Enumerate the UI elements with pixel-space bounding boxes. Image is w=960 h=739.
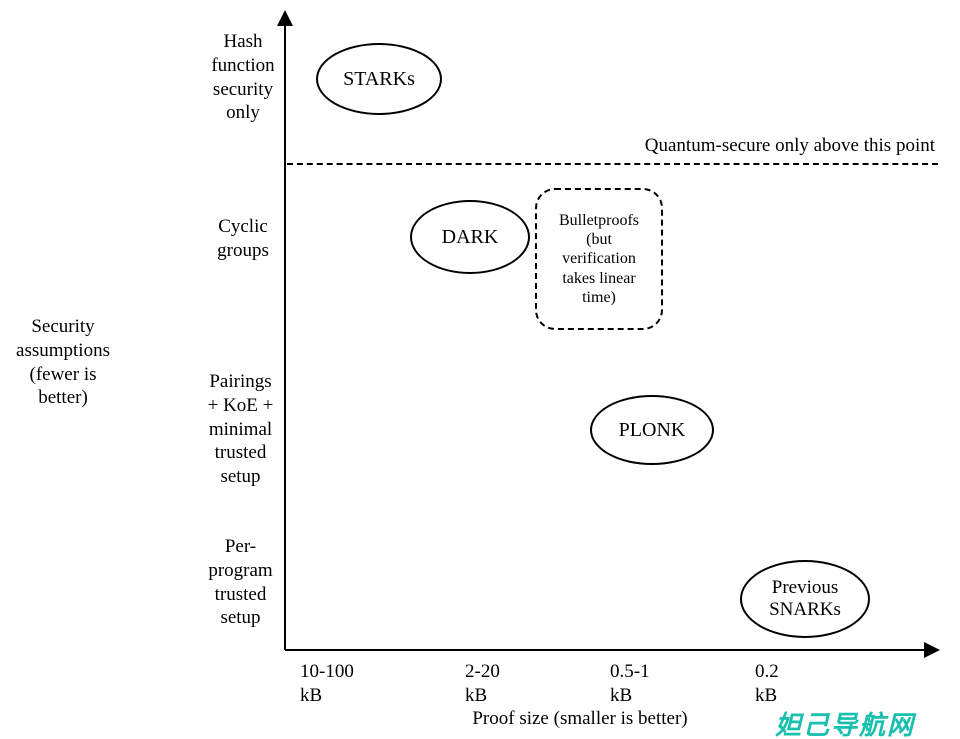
x-tick-line: 10-100 bbox=[300, 661, 354, 682]
x-tick-line: kB bbox=[300, 685, 322, 706]
y-category-line: + KoE + bbox=[208, 395, 274, 416]
node-label: STARKs bbox=[343, 68, 415, 91]
x-axis-title: Proof size (smaller is better) bbox=[420, 708, 740, 730]
x-tick-2: 0.5-1 kB bbox=[610, 660, 690, 708]
y-axis-title-line: assumptions bbox=[16, 340, 110, 361]
node-label: Bulletproofs(butverificationtakes linear… bbox=[559, 211, 639, 307]
chart-container: Security assumptions (fewer isbetter) Hash… bbox=[0, 0, 960, 739]
x-tick-line: 0.2 bbox=[755, 661, 779, 682]
node-starks: STARKs bbox=[316, 43, 442, 115]
quantum-divider-line bbox=[287, 163, 938, 165]
x-tick-line: kB bbox=[465, 685, 487, 706]
y-category-line: trusted bbox=[215, 584, 267, 605]
y-category-1: Cyclic groups bbox=[188, 215, 298, 263]
y-axis-title-line: better) bbox=[38, 387, 88, 408]
node-label: PreviousSNARKs bbox=[769, 577, 841, 621]
y-category-2: Pairings + KoE + minimaltrusted setup bbox=[178, 370, 303, 489]
x-tick-line: kB bbox=[755, 685, 777, 706]
x-tick-line: 2-20 bbox=[465, 661, 500, 682]
node-label: PLONK bbox=[619, 419, 686, 442]
x-tick-line: kB bbox=[610, 685, 632, 706]
y-category-line: program bbox=[208, 560, 272, 581]
y-category-0: Hash function securityonly bbox=[188, 30, 298, 125]
y-category-line: trusted bbox=[215, 442, 267, 463]
node-label: DARK bbox=[442, 226, 499, 249]
node-prev-snarks: PreviousSNARKs bbox=[740, 560, 870, 638]
y-category-line: function bbox=[211, 55, 274, 76]
y-axis-title-line: Security bbox=[31, 316, 94, 337]
x-tick-1: 2-20 kB bbox=[465, 660, 545, 708]
y-category-line: Pairings bbox=[209, 371, 271, 392]
y-category-3: Per-program trustedsetup bbox=[183, 535, 298, 630]
node-plonk: PLONK bbox=[590, 395, 714, 465]
watermark-text: 妲己导航网 bbox=[775, 705, 915, 739]
x-tick-3: 0.2 kB bbox=[755, 660, 825, 708]
y-axis-title-line: (fewer is bbox=[30, 364, 97, 385]
y-category-line: minimal bbox=[209, 419, 272, 440]
y-category-line: security bbox=[213, 79, 273, 100]
y-category-line: only bbox=[226, 102, 260, 123]
y-category-line: Per- bbox=[225, 536, 256, 557]
node-dark: DARK bbox=[410, 200, 530, 274]
quantum-divider-label: Quantum-secure only above this point bbox=[515, 135, 935, 157]
node-bulletproofs: Bulletproofs(butverificationtakes linear… bbox=[535, 188, 663, 330]
y-category-line: setup bbox=[220, 466, 260, 487]
y-axis-title: Security assumptions (fewer isbetter) bbox=[0, 315, 133, 410]
y-category-line: groups bbox=[217, 240, 269, 261]
y-category-line: setup bbox=[220, 607, 260, 628]
x-tick-0: 10-100 kB bbox=[300, 660, 390, 708]
y-category-line: Cyclic bbox=[218, 216, 268, 237]
y-category-line: Hash bbox=[223, 31, 262, 52]
x-tick-line: 0.5-1 bbox=[610, 661, 650, 682]
